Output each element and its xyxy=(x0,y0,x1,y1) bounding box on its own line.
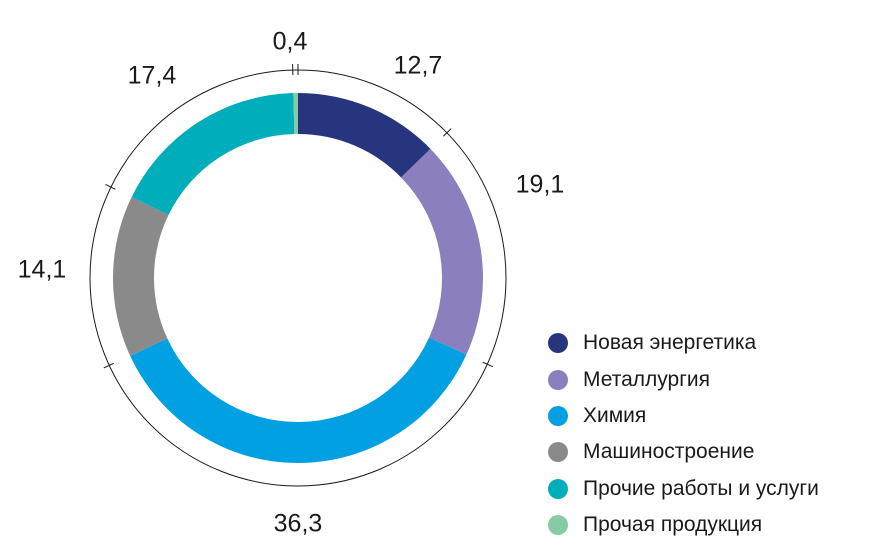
legend-swatch xyxy=(548,442,568,463)
outer-ring xyxy=(89,64,507,487)
legend-label: Новая энергетика xyxy=(583,331,757,355)
donut-slice-4 xyxy=(113,197,169,356)
value-label-2: 19,1 xyxy=(516,171,565,199)
donut-slice-2 xyxy=(401,148,483,355)
legend-item-machinery: Машиностроение xyxy=(548,434,819,470)
legend-label: Химия xyxy=(583,403,647,427)
legend-item-new-energy: Новая энергетика xyxy=(548,325,819,361)
slice-boundary-tick xyxy=(103,362,114,369)
legend-swatch xyxy=(548,478,568,499)
slice-boundary-tick xyxy=(482,361,493,368)
value-label-3: 36,3 xyxy=(274,510,323,538)
value-label-6: 0,4 xyxy=(273,28,308,56)
legend-swatch xyxy=(548,515,568,536)
legend-label: Прочие работы и услуги xyxy=(583,476,819,500)
legend-swatch xyxy=(548,333,568,354)
donut-slices xyxy=(113,93,483,463)
legend-label: Прочая продукция xyxy=(583,513,763,537)
value-label-5: 17,4 xyxy=(128,62,177,90)
donut-slice-5 xyxy=(131,93,295,216)
donut-slice-6 xyxy=(293,93,298,135)
legend-item-other-services: Прочие работы и услуги xyxy=(548,471,819,507)
legend-item-chemistry: Химия xyxy=(548,398,819,434)
slice-boundary-tick xyxy=(105,184,116,190)
legend-swatch xyxy=(548,405,568,426)
slice-boundary-tick xyxy=(442,128,452,137)
legend-label: Машиностроение xyxy=(583,440,755,464)
value-label-4: 14,1 xyxy=(18,256,67,284)
legend-item-other-products: Прочая продукция xyxy=(548,507,819,543)
legend-item-metallurgy: Металлургия xyxy=(548,361,819,397)
legend-label: Металлургия xyxy=(583,367,710,391)
legend-swatch xyxy=(548,369,568,390)
value-labels: 12,7 19,1 36,3 14,1 17,4 0,4 xyxy=(18,28,565,538)
legend: Новая энергетика Металлургия Химия Машин… xyxy=(548,325,819,543)
value-label-1: 12,7 xyxy=(394,52,443,80)
donut-slice-1 xyxy=(298,93,431,178)
donut-slice-3 xyxy=(130,337,467,463)
